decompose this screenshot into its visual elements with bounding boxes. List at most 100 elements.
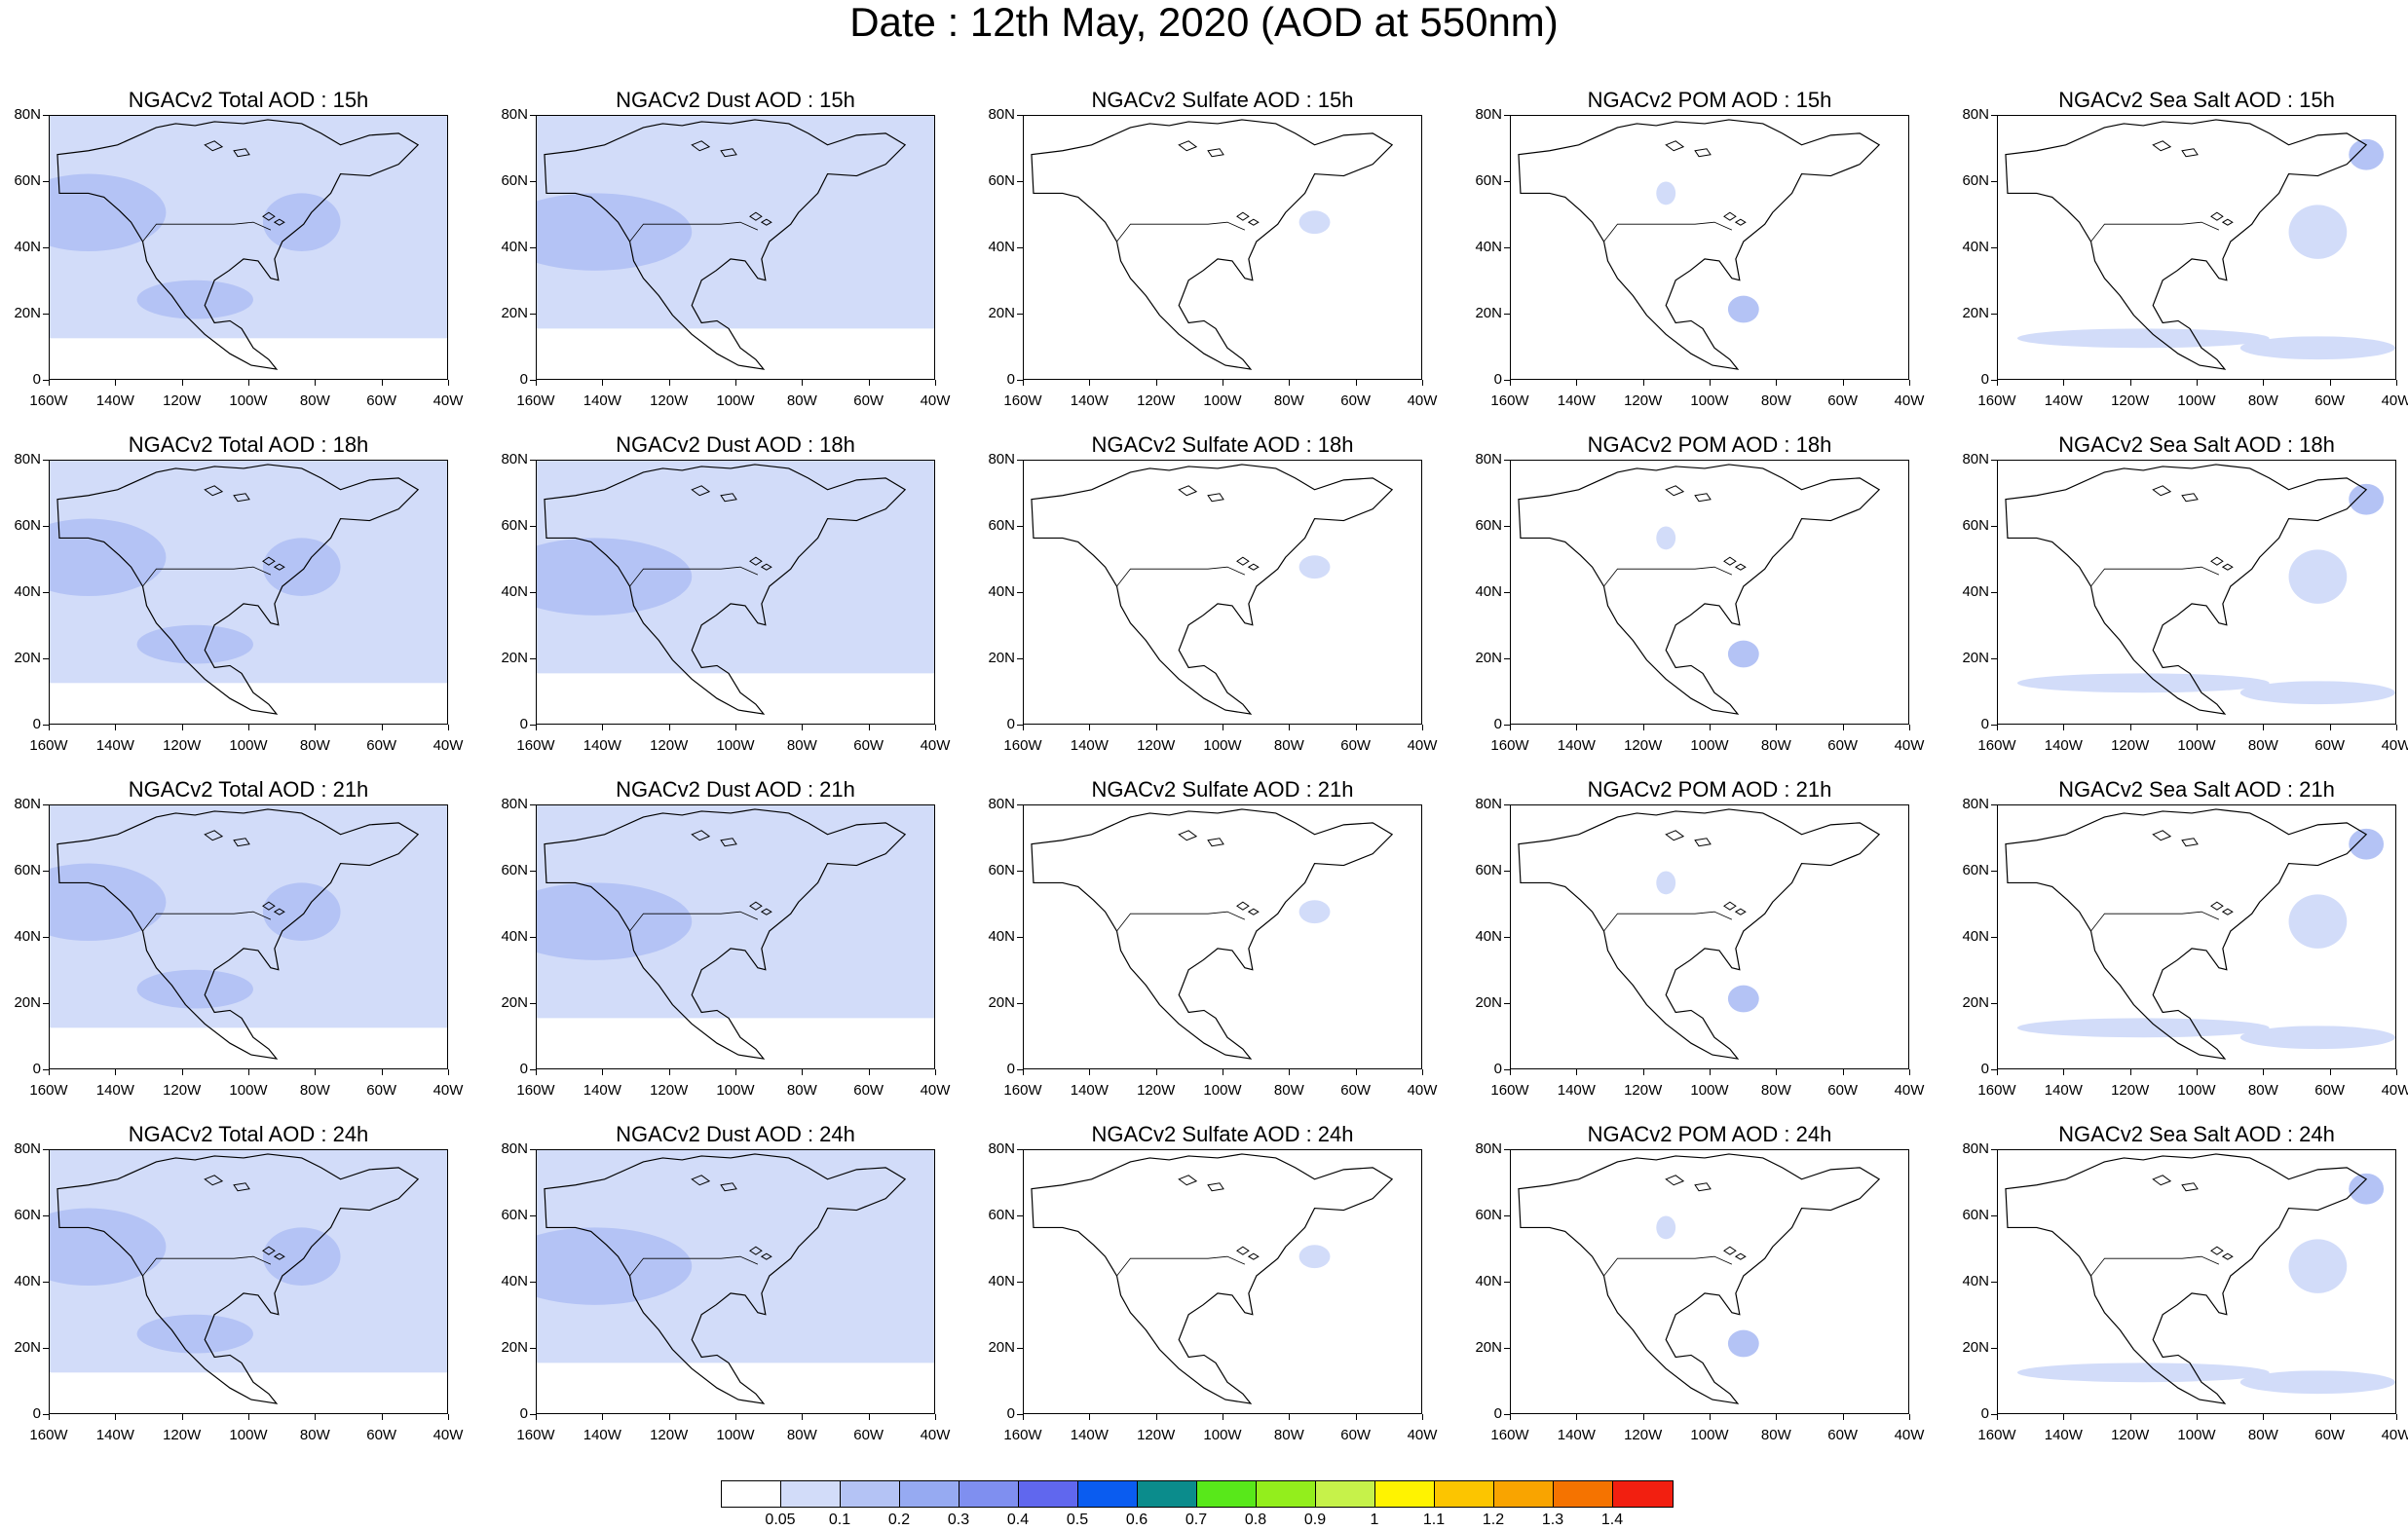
aod-map <box>50 1150 447 1404</box>
map-frame <box>536 115 935 380</box>
latitude-label: 0 <box>519 371 528 388</box>
longitude-tick <box>935 725 936 730</box>
longitude-tick <box>668 1414 670 1420</box>
coastline <box>2005 119 2368 370</box>
latitude-label: 60N <box>1962 862 1989 878</box>
longitude-label: 40W <box>1407 392 1438 409</box>
latitude-label: 80N <box>988 796 1015 812</box>
map-panel: NGACv2 Sulfate AOD : 24h 80N 60N 40N 20N 0 160… <box>974 1122 1437 1453</box>
longitude-tick <box>602 1414 604 1420</box>
longitude-tick <box>115 1414 117 1420</box>
latitude-label: 60N <box>501 862 528 878</box>
longitude-label: 40W <box>1407 737 1438 754</box>
longitude-tick <box>1289 725 1291 730</box>
longitude-label: 80W <box>1273 1427 1304 1443</box>
latitude-label: 60N <box>501 1207 528 1223</box>
longitude-tick <box>381 725 383 730</box>
latitude-label: 80N <box>1475 106 1502 123</box>
longitude-label: 40W <box>1894 737 1925 754</box>
aod-region <box>2016 328 2270 349</box>
country-border <box>629 221 759 243</box>
latitude-tick <box>1017 1149 1023 1150</box>
coastline <box>2005 808 2368 1060</box>
longitude-tick <box>802 380 804 386</box>
latitude-label: 0 <box>1493 371 1502 388</box>
latitude-label: 0 <box>32 1061 41 1077</box>
colorbar-label: 0.5 <box>1066 1512 1089 1528</box>
longitude-label: 140W <box>1070 392 1109 409</box>
longitude-label: 40W <box>920 1427 951 1443</box>
latitude-label: 60N <box>1475 172 1502 189</box>
longitude-label: 40W <box>2381 1427 2408 1443</box>
latitude-tick <box>1991 1414 1997 1415</box>
latitude-tick <box>43 1149 49 1150</box>
latitude-tick <box>43 526 49 527</box>
latitude-label: 20N <box>1475 994 1502 1011</box>
latitude-tick <box>1017 526 1023 527</box>
figure-title: Date : 12th May, 2020 (AOD at 550nm) <box>849 0 1559 45</box>
map-frame <box>536 460 935 725</box>
coastline <box>1031 119 1394 370</box>
longitude-tick <box>1642 1069 1644 1075</box>
latitude-label: 40N <box>14 239 41 255</box>
longitude-label: 120W <box>2111 1082 2150 1099</box>
panel-title: NGACv2 Dust AOD : 15h <box>616 88 855 112</box>
longitude-label: 60W <box>1340 392 1372 409</box>
latitude-tick <box>1504 1282 1510 1283</box>
latitude-tick <box>43 115 49 116</box>
aod-region <box>827 144 934 204</box>
aod-map <box>2005 1153 2395 1404</box>
latitude-tick <box>1991 871 1997 872</box>
longitude-tick <box>536 1414 537 1420</box>
latitude-label: 80N <box>1962 451 1989 467</box>
longitude-tick <box>1355 1414 1357 1420</box>
map-frame <box>49 804 448 1069</box>
latitude-tick <box>43 1414 49 1415</box>
longitude-tick <box>1642 1414 1644 1420</box>
latitude-label: 80N <box>988 451 1015 467</box>
longitude-tick <box>735 1414 736 1420</box>
longitude-label: 120W <box>650 392 689 409</box>
latitude-tick <box>1017 804 1023 805</box>
aod-region <box>2288 205 2348 259</box>
longitude-tick <box>1642 380 1644 386</box>
longitude-label: 120W <box>1137 737 1176 754</box>
longitude-tick <box>536 1069 537 1075</box>
longitude-label: 160W <box>1977 1427 2016 1443</box>
longitude-tick <box>935 1069 936 1075</box>
lakes-islands <box>1665 830 1747 915</box>
coastline <box>1031 808 1394 1060</box>
longitude-tick <box>315 380 317 386</box>
aod-map <box>1031 464 1394 715</box>
map-panel: NGACv2 POM AOD : 21h 80N 60N 40N 20N 0 160W 140… <box>1461 777 1924 1108</box>
longitude-label: 160W <box>1003 1427 1042 1443</box>
longitude-tick <box>2129 1069 2131 1075</box>
longitude-label: 100W <box>2177 737 2216 754</box>
longitude-label: 40W <box>1894 1082 1925 1099</box>
latitude-tick <box>1504 460 1510 461</box>
longitude-tick <box>1422 1069 1423 1075</box>
longitude-tick <box>868 725 870 730</box>
longitude-label: 80W <box>299 1082 330 1099</box>
aod-region <box>262 1227 341 1286</box>
aod-region <box>2239 336 2395 360</box>
longitude-label: 140W <box>1557 1427 1596 1443</box>
latitude-label: 20N <box>14 1339 41 1356</box>
colorbar-swatch <box>722 1481 781 1507</box>
colorbar-label: 0.3 <box>947 1512 970 1528</box>
longitude-label: 80W <box>2247 392 2278 409</box>
latitude-label: 40N <box>988 583 1015 600</box>
latitude-tick <box>43 804 49 805</box>
longitude-label: 140W <box>583 392 621 409</box>
latitude-tick <box>1017 658 1023 659</box>
latitude-label: 20N <box>1962 650 1989 666</box>
lakes-islands <box>2152 485 2234 571</box>
latitude-label: 60N <box>14 517 41 534</box>
colorbar-label: 0.6 <box>1125 1512 1148 1528</box>
latitude-tick <box>43 380 49 381</box>
longitude-label: 140W <box>2044 1427 2083 1443</box>
longitude-tick <box>2263 1069 2265 1075</box>
longitude-label: 100W <box>1690 1082 1729 1099</box>
longitude-tick <box>1576 1069 1578 1075</box>
map-panel: NGACv2 Dust AOD : 18h 80N 60N 40N 20N 0 160W 14… <box>487 432 950 764</box>
